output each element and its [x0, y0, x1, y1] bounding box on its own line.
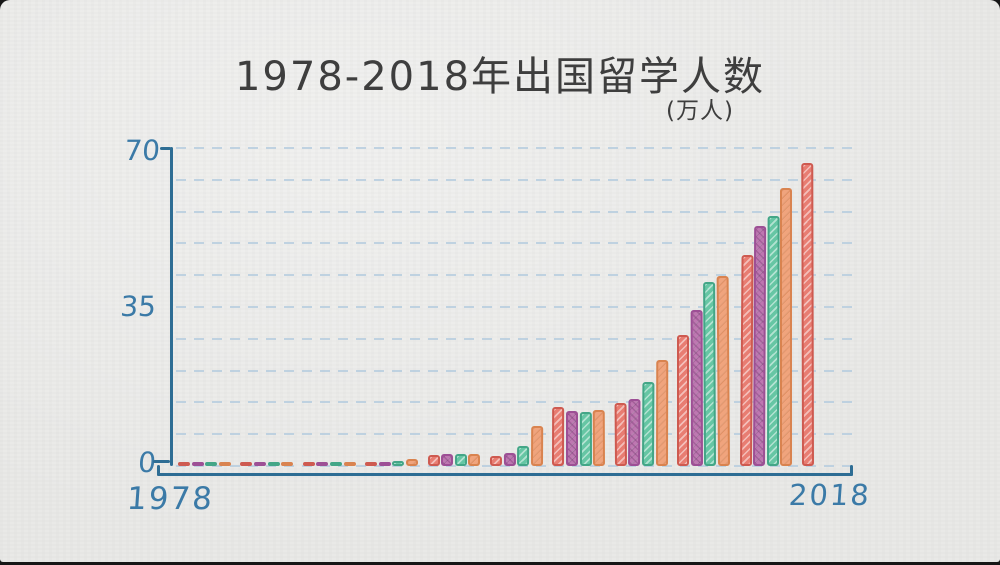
gridline-63 — [176, 178, 852, 181]
bar-2007 — [628, 398, 641, 467]
bar-2000 — [517, 446, 530, 467]
bar-2001 — [530, 425, 543, 467]
bar-1997 — [468, 453, 481, 466]
bar-1993 — [406, 458, 419, 467]
bar-2002 — [552, 407, 565, 466]
x-label-2018: 2018 — [787, 478, 873, 512]
bar-1984 — [267, 461, 280, 467]
y-tick-label-70: 70 — [123, 134, 162, 167]
bar-1987 — [316, 461, 329, 467]
bar-2017 — [780, 187, 793, 466]
bar-1985 — [281, 461, 294, 467]
bar-1998 — [489, 455, 502, 467]
bar-1989 — [343, 462, 356, 466]
x-axis-line — [157, 473, 853, 476]
gridline-21 — [176, 369, 852, 372]
gridline-28 — [176, 337, 852, 340]
bar-1981 — [218, 461, 231, 467]
gridline-49 — [176, 242, 852, 245]
bar-2010 — [677, 334, 690, 466]
bar-1991 — [378, 461, 391, 467]
gridline-35 — [176, 306, 852, 308]
bar-2016 — [766, 216, 780, 466]
bar-1995 — [441, 454, 454, 466]
bar-2006 — [614, 403, 627, 467]
bar-2018 — [801, 163, 814, 466]
y-axis-tick-top — [160, 147, 171, 150]
y-axis-tick-zero — [153, 460, 170, 463]
gridline-70 — [176, 147, 852, 149]
chart-title: 1978-2018年出国留学人数 — [234, 54, 766, 100]
bar-1986 — [302, 461, 315, 467]
bar-1988 — [330, 461, 343, 467]
bar-2009 — [655, 359, 668, 466]
bar-1980 — [205, 461, 218, 467]
gridline-42 — [176, 274, 852, 277]
bar-2012 — [703, 282, 717, 467]
bar-1979 — [191, 461, 204, 467]
bar-2008 — [642, 382, 655, 467]
bar-2004 — [579, 411, 592, 466]
gridline-56 — [176, 210, 852, 213]
bar-1996 — [454, 454, 467, 466]
gridline-7 — [176, 433, 852, 436]
bar-2011 — [690, 309, 703, 466]
bar-2013 — [716, 275, 730, 467]
bar-1983 — [253, 461, 266, 467]
x-label-1978: 1978 — [125, 481, 216, 517]
bar-1994 — [427, 455, 440, 467]
y-axis-line — [170, 147, 173, 466]
bar-1982 — [240, 462, 253, 466]
gridline-0 — [176, 465, 852, 467]
gridline-14 — [176, 401, 852, 404]
y-tick-label-35: 35 — [119, 290, 158, 323]
bar-2015 — [753, 225, 767, 467]
unit-label: (万人) — [666, 98, 734, 124]
bar-1978 — [177, 461, 190, 467]
x-axis-end-left — [157, 465, 160, 476]
bar-2005 — [592, 409, 606, 467]
bar-2003 — [566, 410, 578, 466]
bar-2014 — [739, 254, 754, 467]
y-tick-label-0: 0 — [137, 446, 158, 479]
bar-1990 — [365, 461, 378, 467]
bar-1999 — [503, 453, 516, 467]
bar-1992 — [392, 460, 405, 467]
x-axis-end-right — [850, 465, 853, 476]
